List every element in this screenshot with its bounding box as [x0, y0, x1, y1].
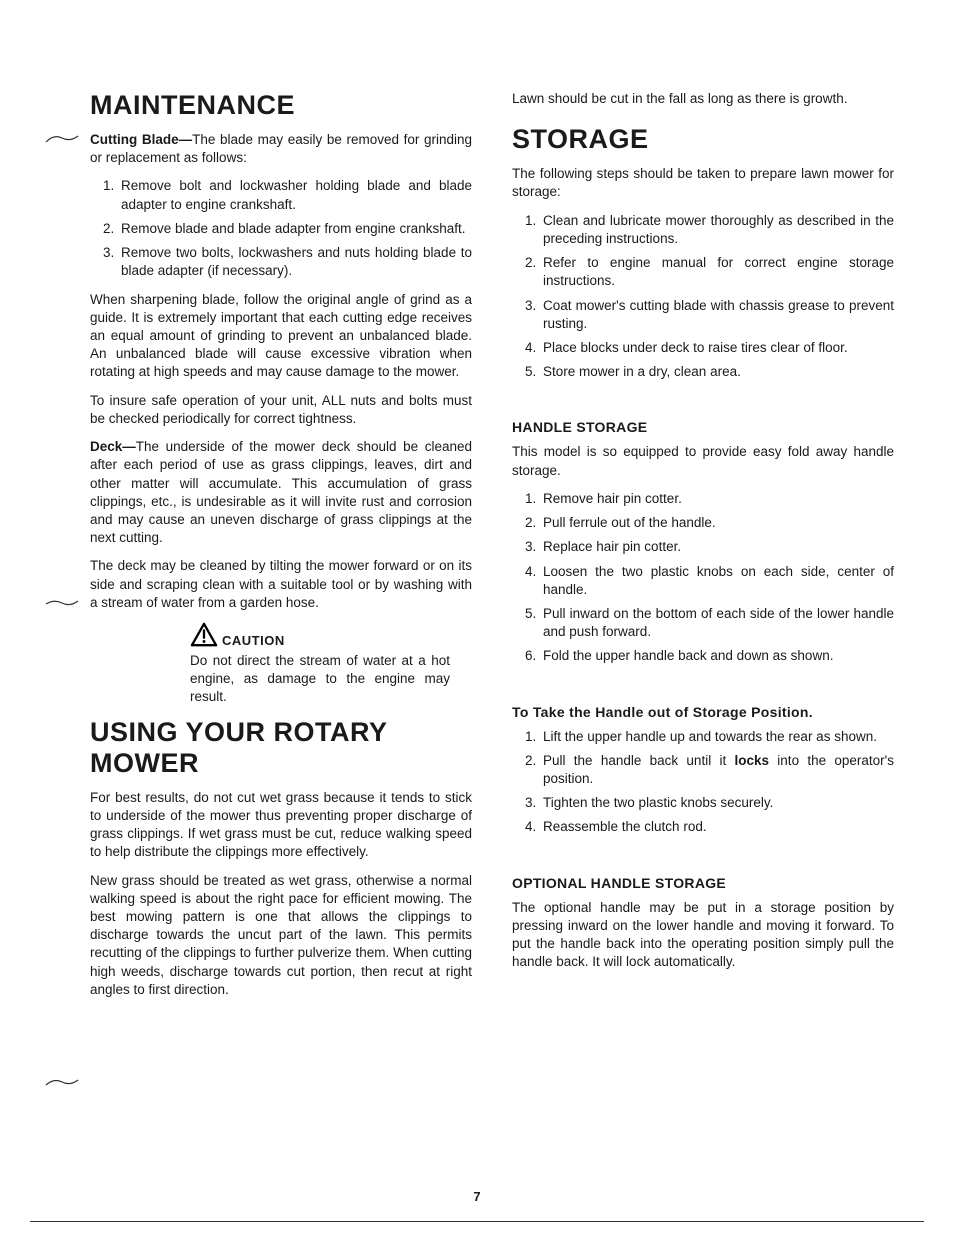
caution-label: CAUTION [222, 633, 285, 648]
page-number: 7 [0, 1189, 954, 1204]
text: Pull the handle back until it [543, 753, 735, 768]
list-item: Pull ferrule out of the handle. [540, 514, 894, 532]
left-column: MAINTENANCE Cutting Blade—The blade may … [90, 90, 472, 1009]
list-handle-steps: Remove hair pin cotter. Pull ferrule out… [512, 490, 894, 666]
scan-mark-icon [44, 1076, 80, 1090]
list-item: Fold the upper handle back and down as s… [540, 647, 894, 665]
list-take-steps: Lift the upper handle up and towards the… [512, 728, 894, 837]
list-item: Remove blade and blade adapter from engi… [118, 220, 472, 238]
heading-optional-handle: OPTIONAL HANDLE STORAGE [512, 875, 894, 891]
scan-mark-icon [44, 132, 80, 146]
list-item: Remove bolt and lockwasher holding blade… [118, 177, 472, 213]
caution-text: Do not direct the stream of water at a h… [190, 652, 450, 707]
list-item: Lift the upper handle up and towards the… [540, 728, 894, 746]
list-item: Place blocks under deck to raise tires c… [540, 339, 894, 357]
list-storage-steps: Clean and lubricate mower thoroughly as … [512, 212, 894, 382]
text: The underside of the mower deck should b… [90, 439, 472, 545]
para-handle-intro: This model is so equipped to provide eas… [512, 443, 894, 479]
two-column-layout: MAINTENANCE Cutting Blade—The blade may … [90, 90, 894, 1009]
footer-rule [30, 1221, 924, 1222]
warning-triangle-icon [190, 622, 218, 648]
para-safeop: To insure safe operation of your unit, A… [90, 392, 472, 428]
list-item: Pull inward on the bottom of each side o… [540, 605, 894, 641]
list-item: Pull the handle back until it locks into… [540, 752, 894, 788]
para-cutting-blade: Cutting Blade—The blade may easily be re… [90, 131, 472, 167]
heading-storage: STORAGE [512, 124, 894, 155]
para-optional: The optional handle may be put in a stor… [512, 899, 894, 972]
list-blade-steps: Remove bolt and lockwasher holding blade… [90, 177, 472, 280]
para-lawn-fall: Lawn should be cut in the fall as long a… [512, 90, 894, 108]
list-item: Tighten the two plastic knobs securely. [540, 794, 894, 812]
bold-lead: Cutting Blade— [90, 132, 192, 147]
right-column: Lawn should be cut in the fall as long a… [512, 90, 894, 1009]
heading-take-handle-out: To Take the Handle out of Storage Positi… [512, 704, 894, 720]
manual-page: MAINTENANCE Cutting Blade—The blade may … [0, 0, 954, 1246]
heading-handle-storage: HANDLE STORAGE [512, 419, 894, 435]
caution-block: CAUTION Do not direct the stream of wate… [190, 622, 450, 707]
para-storage-intro: The following steps should be taken to p… [512, 165, 894, 201]
heading-maintenance: MAINTENANCE [90, 90, 472, 121]
para-sharpen: When sharpening blade, follow the origin… [90, 291, 472, 382]
list-item: Clean and lubricate mower thoroughly as … [540, 212, 894, 248]
bold-lead: Deck— [90, 439, 136, 454]
scan-mark-icon [44, 596, 80, 610]
bold-word: locks [735, 753, 770, 768]
para-using-2: New grass should be treated as wet grass… [90, 872, 472, 1000]
para-deck: Deck—The underside of the mower deck sho… [90, 438, 472, 547]
list-item: Coat mower's cutting blade with chassis … [540, 297, 894, 333]
heading-using-rotary-mower: USING YOUR ROTARY MOWER [90, 717, 472, 779]
para-using-1: For best results, do not cut wet grass b… [90, 789, 472, 862]
list-item: Remove two bolts, lockwashers and nuts h… [118, 244, 472, 280]
list-item: Refer to engine manual for correct engin… [540, 254, 894, 290]
list-item: Remove hair pin cotter. [540, 490, 894, 508]
list-item: Reassemble the clutch rod. [540, 818, 894, 836]
list-item: Replace hair pin cotter. [540, 538, 894, 556]
list-item: Loosen the two plastic knobs on each sid… [540, 563, 894, 599]
caution-header: CAUTION [190, 622, 450, 648]
list-item: Store mower in a dry, clean area. [540, 363, 894, 381]
para-deck-clean: The deck may be cleaned by tilting the m… [90, 557, 472, 612]
